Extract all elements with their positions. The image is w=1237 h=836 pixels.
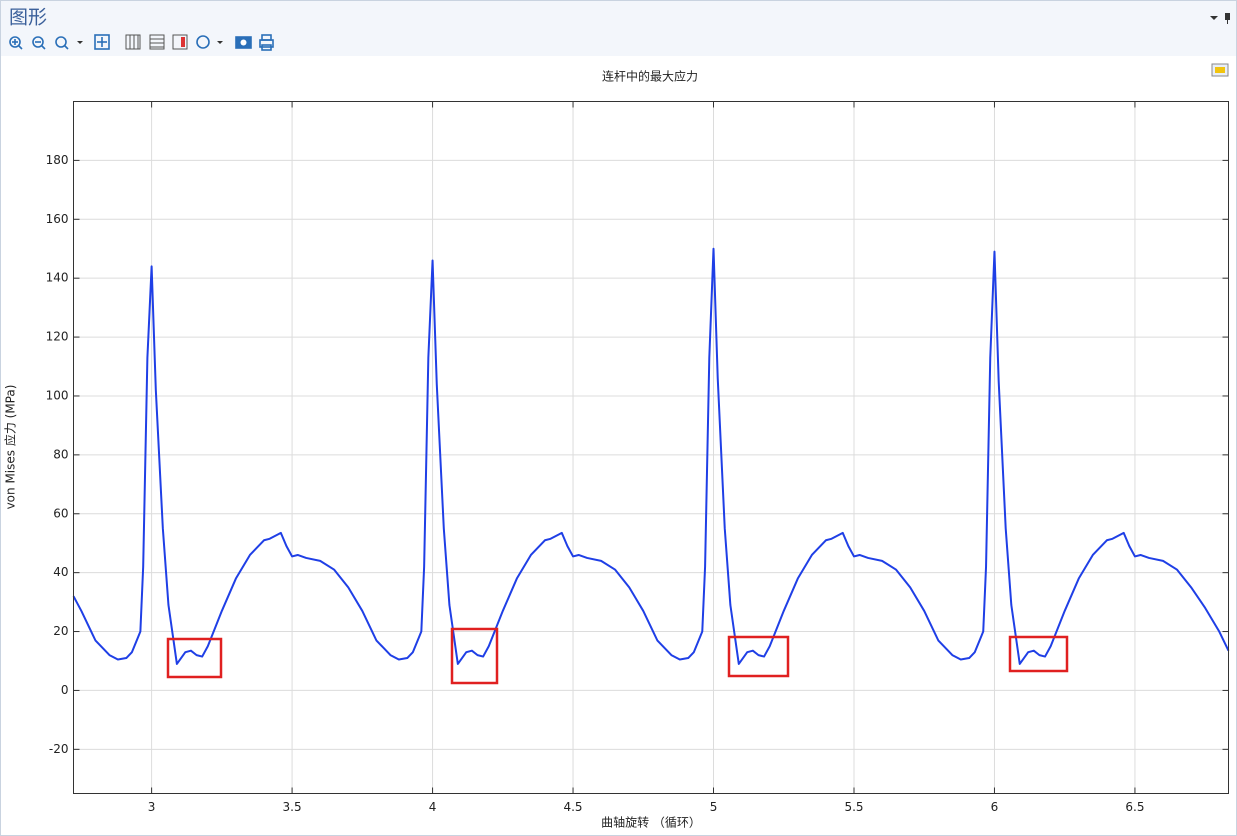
panel-title: 图形 (9, 7, 47, 29)
y-tick-label: 180 (46, 153, 69, 167)
y-tick-label: 140 (46, 271, 69, 285)
plot-area: -20 0 20 40 60 80 100 120 140 160 180 3 3.5 4 4.5 5 5.5 6… (46, 101, 1230, 814)
toolbar[interactable] (9, 34, 274, 51)
zoom-box[interactable] (55, 36, 83, 50)
pin[interactable] (1210, 13, 1230, 24)
x-tick-label: 6.5 (1125, 800, 1144, 814)
highlight-box (450, 627, 499, 685)
x-tick-label: 6 (991, 800, 999, 814)
y-tick-label: 160 (46, 212, 69, 226)
x-tick-label: 5.5 (844, 800, 863, 814)
y-tick-label: -20 (49, 742, 69, 756)
plot-settings[interactable] (1211, 63, 1229, 77)
color-table[interactable] (196, 35, 223, 49)
highlight-box (166, 637, 223, 679)
chart-title: 连杆中的最大应力 (602, 69, 698, 84)
grid-toggle[interactable] (125, 34, 141, 50)
x-tick-label: 4 (429, 800, 437, 814)
y-tick-label: 60 (53, 506, 68, 520)
y-tick-label: 20 (53, 624, 68, 638)
grid-toggle-2[interactable] (149, 34, 165, 50)
y-tick-label: 40 (53, 565, 68, 579)
snapshot[interactable] (235, 36, 252, 49)
y-tick-label: 0 (61, 683, 69, 697)
x-axis-label: 曲轴旋转 （循环） (601, 815, 701, 830)
zoom-extents[interactable] (94, 34, 110, 50)
y-tick-label: 100 (46, 388, 69, 402)
x-tick-label: 3.5 (283, 800, 302, 814)
legend-toggle[interactable] (172, 34, 188, 50)
y-tick-label: 120 (46, 330, 69, 344)
x-tick-label: 5 (710, 800, 718, 814)
zoom-in[interactable] (9, 36, 23, 50)
highlight-box (727, 635, 790, 678)
highlight-boxes (166, 627, 1069, 685)
y-tick-label: 80 (53, 447, 68, 461)
header-bg (0, 0, 1237, 56)
data-line (72, 247, 1230, 665)
x-tick-label: 3 (148, 800, 156, 814)
x-tick-label: 4.5 (563, 800, 582, 814)
plot-frame (73, 101, 1229, 794)
y-axis-label: von Mises 应力 (MPa) (3, 385, 18, 510)
zoom-out[interactable] (32, 36, 46, 50)
highlight-box (1008, 635, 1069, 673)
print[interactable] (259, 34, 274, 51)
